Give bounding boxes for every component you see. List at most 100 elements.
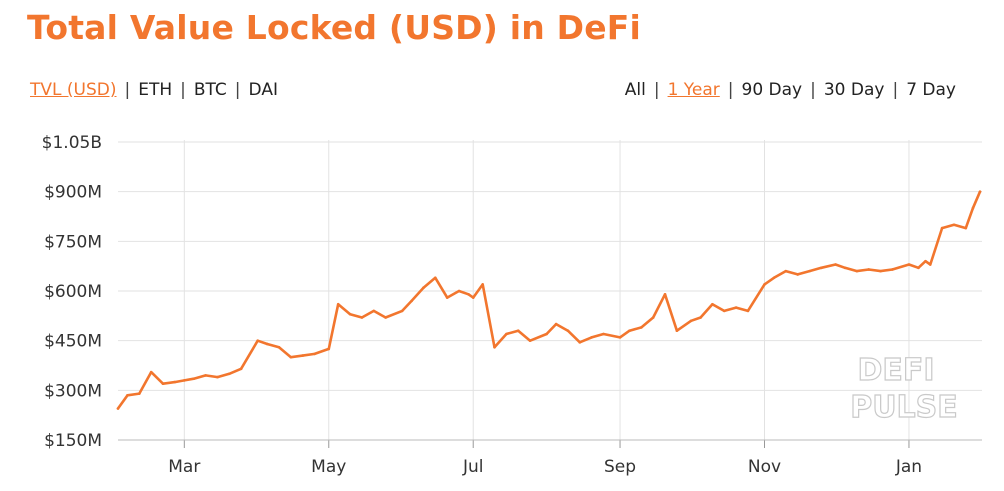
x-tick-label: Jan — [895, 457, 922, 477]
tvl-data-point — [173, 380, 177, 384]
tvl-data-point — [590, 336, 593, 339]
tvl-data-point — [457, 289, 461, 293]
tvl-data-point — [964, 226, 968, 230]
tvl-data-point — [640, 326, 643, 329]
x-axis: Mar May Jul Sep Nov Jan — [118, 439, 982, 477]
tvl-data-point — [879, 269, 882, 273]
range-selector: All | 1 Year | 90 Day | 30 Day | 7 Day — [625, 80, 956, 100]
tvl-data-point — [734, 306, 738, 309]
tvl-data-point — [277, 345, 281, 349]
tvl-data-point — [578, 341, 582, 344]
x-tick-label: Sep — [604, 457, 636, 477]
metric-option-dai[interactable]: DAI — [248, 80, 278, 100]
tvl-data-point — [746, 309, 750, 313]
tvl-data-point — [855, 269, 859, 273]
tvl-data-point — [289, 355, 293, 359]
tvl-data-point — [216, 375, 219, 379]
tvl-data-point — [493, 345, 496, 349]
tvl-data-point — [528, 339, 532, 342]
tvl-data-point — [434, 276, 437, 280]
y-tick-label: $750M — [44, 232, 102, 252]
tvl-data-point — [808, 269, 811, 273]
tvl-data-point — [928, 263, 932, 266]
tvl-data-point — [422, 286, 425, 289]
tvl-data-point — [149, 370, 153, 374]
y-tick-label: $150M — [44, 431, 102, 451]
metric-option-eth[interactable]: ETH — [138, 80, 173, 100]
tvl-data-point — [138, 392, 141, 395]
tvl-data-point — [228, 372, 231, 376]
tvl-data-point — [820, 266, 823, 270]
tvl-data-point — [471, 296, 475, 299]
tvl-data-point — [699, 316, 702, 319]
tvl-data-point — [400, 309, 404, 313]
tvl-data-point — [843, 266, 847, 270]
y-tick-label: $300M — [44, 381, 102, 401]
tvl-data-point — [161, 382, 165, 386]
watermark-line-2: PULSE — [850, 390, 958, 425]
tvl-data-point — [256, 339, 260, 342]
tvl-data-point — [618, 336, 622, 339]
tvl-data-point — [126, 394, 129, 397]
tvl-data-point — [372, 309, 376, 313]
tvl-data-point — [505, 332, 508, 336]
tvl-data-point — [116, 407, 120, 410]
separator: | — [653, 80, 660, 100]
tvl-data-point — [891, 268, 894, 271]
series-layer — [116, 190, 982, 410]
tvl-data-point — [763, 283, 766, 286]
tvl-data-point — [313, 352, 316, 356]
tvl-data-point — [384, 316, 387, 319]
watermark-logo: DEFI PULSE — [850, 352, 959, 425]
tvl-data-point — [917, 266, 920, 270]
tvl-data-point — [924, 259, 927, 263]
range-option-7-day[interactable]: 7 Day — [906, 80, 956, 100]
tvl-data-point — [204, 374, 207, 377]
x-tick-label: Nov — [748, 457, 781, 477]
separator: | — [727, 80, 734, 100]
tvl-data-point — [239, 367, 243, 371]
tvl-data-point — [663, 293, 667, 296]
tvl-data-point — [467, 293, 470, 296]
tvl-data-point — [301, 354, 305, 357]
tvl-data-point — [711, 302, 714, 306]
separator: | — [180, 80, 186, 100]
y-tick-label: $450M — [44, 332, 102, 352]
tvl-data-point — [192, 377, 196, 381]
tvl-data-point — [971, 206, 975, 210]
tvl-data-point — [410, 299, 413, 303]
tvl-data-point — [566, 329, 570, 333]
tvl-data-point — [784, 269, 788, 273]
metric-option-btc[interactable]: BTC — [193, 80, 227, 100]
chart-grid — [118, 140, 982, 441]
tvl-data-point — [360, 316, 364, 319]
metric-option-tvl-usd[interactable]: TVL (USD) — [30, 80, 117, 100]
y-tick-label: $600M — [44, 282, 102, 302]
tvl-data-point — [554, 322, 558, 326]
range-option-all[interactable]: All — [624, 80, 646, 100]
tvl-data-point — [675, 329, 679, 333]
x-tick-label: Mar — [168, 457, 200, 477]
range-option-30-day[interactable]: 30 Day — [823, 80, 885, 100]
page-title: Total Value Locked (USD) in DeFi — [27, 8, 642, 47]
tvl-data-point — [516, 329, 520, 333]
metric-selector: TVL (USD) | ETH | BTC | DAI — [30, 80, 278, 100]
tvl-data-point — [183, 379, 186, 382]
range-option-1-year[interactable]: 1 Year — [667, 80, 720, 100]
tvl-data-point — [834, 263, 837, 266]
watermark-line-1: DEFI — [857, 353, 934, 388]
tvl-data-point — [952, 223, 956, 227]
tvl-data-point — [602, 332, 605, 336]
tvl-data-point — [265, 342, 269, 346]
tvl-data-point — [481, 283, 484, 286]
tvl-data-point — [348, 312, 352, 316]
tvl-data-point — [796, 273, 799, 276]
range-option-90-day[interactable]: 90 Day — [741, 80, 803, 100]
tvl-data-point — [545, 332, 548, 336]
y-tick-label: $900M — [44, 183, 102, 203]
separator: | — [124, 80, 131, 100]
tvl-data-point — [689, 319, 693, 323]
y-tick-label: $1.05B — [42, 133, 102, 153]
tvl-data-point — [722, 309, 726, 313]
tvl-data-point — [327, 347, 331, 351]
